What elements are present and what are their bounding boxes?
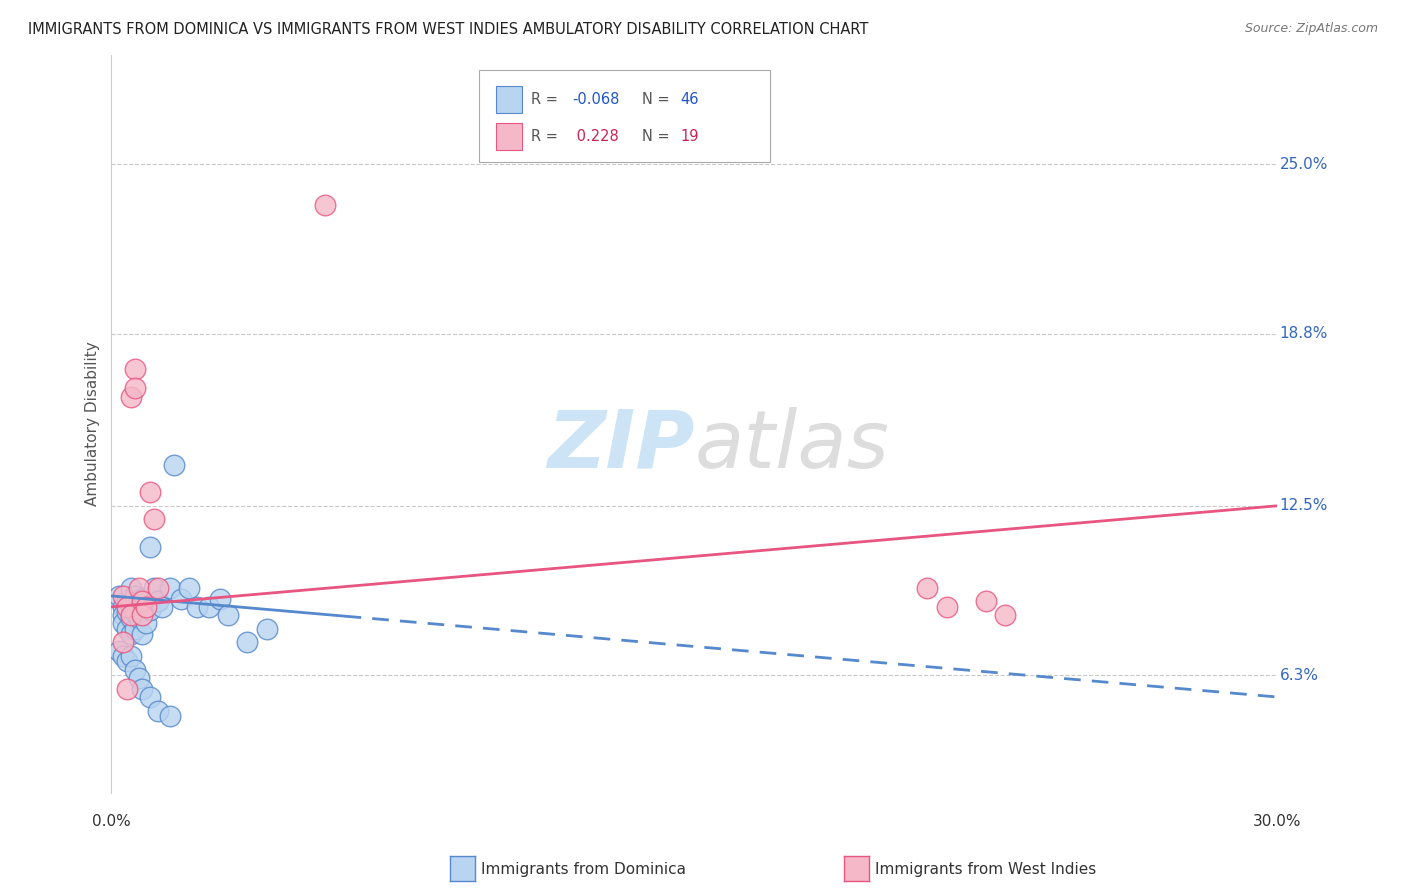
Point (197, 599, 219, 614)
Text: IMMIGRANTS FROM DOMINICA VS IMMIGRANTS FROM WEST INDIES AMBULATORY DISABILITY CO: IMMIGRANTS FROM DOMINICA VS IMMIGRANTS F… (28, 22, 869, 37)
Point (143, 512, 166, 526)
Point (143, 581, 166, 595)
Point (935, 599, 957, 614)
Text: 0.0%: 0.0% (91, 814, 131, 830)
Point (120, 599, 142, 614)
Text: ZIP: ZIP (547, 407, 695, 485)
Text: R =: R = (531, 128, 562, 144)
Point (112, 589, 135, 603)
Text: 19: 19 (681, 128, 699, 144)
Point (128, 611, 150, 625)
Point (112, 648, 135, 663)
Text: 18.8%: 18.8% (1279, 326, 1327, 342)
Point (115, 605, 138, 619)
Text: Source: ZipAtlas.com: Source: ZipAtlas.com (1244, 22, 1378, 36)
Point (128, 671, 150, 685)
Point (124, 381, 146, 395)
Point (112, 635, 135, 649)
Point (146, 594, 169, 608)
Point (124, 362, 146, 376)
Point (135, 599, 157, 614)
Point (112, 616, 135, 631)
Point (120, 581, 142, 595)
Point (314, 198, 336, 212)
Point (162, 458, 184, 472)
Point (128, 581, 150, 595)
Point (917, 581, 939, 595)
Point (974, 594, 997, 608)
Text: Immigrants from Dominica: Immigrants from Dominica (481, 863, 686, 877)
Text: 25.0%: 25.0% (1279, 157, 1327, 172)
Point (139, 485, 162, 500)
Point (131, 591, 153, 606)
Point (186, 599, 208, 614)
Point (236, 635, 259, 649)
Point (124, 589, 146, 603)
Point (139, 602, 162, 616)
Point (124, 605, 146, 619)
Text: 0.228: 0.228 (572, 128, 619, 144)
Point (994, 608, 1017, 623)
Point (115, 655, 138, 669)
Point (159, 581, 181, 595)
Text: -0.068: -0.068 (572, 92, 619, 107)
Point (159, 709, 181, 723)
Point (120, 627, 142, 641)
Text: atlas: atlas (695, 407, 889, 485)
Point (135, 599, 157, 614)
Text: R =: R = (531, 92, 562, 107)
Y-axis label: Ambulatory Disability: Ambulatory Disability (86, 342, 100, 507)
Point (170, 591, 193, 606)
Point (112, 599, 135, 614)
Point (131, 594, 153, 608)
Text: 46: 46 (681, 92, 699, 107)
Point (115, 599, 138, 614)
Point (131, 608, 153, 623)
Point (128, 594, 150, 608)
Point (139, 690, 162, 704)
Bar (496, 123, 522, 150)
Point (124, 663, 146, 677)
Text: 6.3%: 6.3% (1279, 667, 1319, 682)
Point (131, 681, 153, 696)
Point (115, 622, 138, 636)
Text: 12.5%: 12.5% (1279, 499, 1327, 513)
Point (131, 627, 153, 641)
Text: N =: N = (641, 92, 673, 107)
Text: N =: N = (641, 128, 673, 144)
Point (108, 589, 131, 603)
Point (120, 611, 142, 625)
Point (150, 599, 173, 614)
Point (108, 643, 131, 657)
Point (124, 622, 146, 636)
Point (146, 704, 169, 718)
Point (120, 608, 142, 623)
Text: 30.0%: 30.0% (1253, 814, 1302, 830)
FancyBboxPatch shape (478, 70, 770, 162)
Point (146, 581, 169, 595)
Point (217, 608, 239, 623)
Point (179, 581, 201, 595)
Text: Immigrants from West Indies: Immigrants from West Indies (875, 863, 1095, 877)
Point (131, 608, 153, 623)
Point (120, 648, 142, 663)
Point (256, 622, 278, 636)
Point (115, 594, 138, 608)
Point (139, 540, 162, 554)
Point (115, 681, 138, 696)
Point (112, 608, 135, 623)
Point (135, 616, 157, 631)
Point (209, 591, 232, 606)
Bar (496, 87, 522, 112)
Point (120, 390, 142, 404)
